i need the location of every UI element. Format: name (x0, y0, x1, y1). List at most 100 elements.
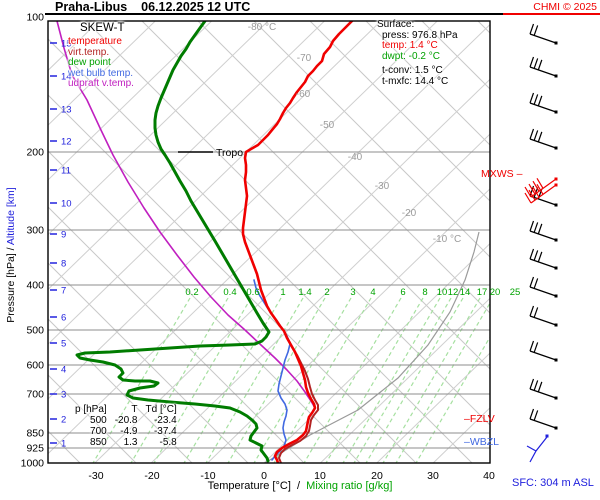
altitude-tick-label: 3 (61, 390, 66, 401)
mixing-ratio-label: 14 (460, 287, 471, 298)
wind-barb (529, 56, 558, 78)
tropopause-marker: Tropo (178, 147, 243, 159)
x-axis-title: Temperature [°C] / Mixing ratio [g/kg] (130, 480, 470, 492)
temperature-tick-label: -30 (88, 470, 103, 482)
isotherm-label: -10 °C (433, 234, 461, 245)
surface-info: Surface: press: 976.8 hPa temp: 1.4 °C d… (377, 19, 458, 87)
altitude-tick-label: 15 (61, 39, 72, 50)
mixing-ratio-label: 6 (400, 287, 405, 298)
title-rule (45, 13, 503, 15)
temperature-axis: -30 -20 -10 0 10 20 30 40 (88, 470, 495, 482)
wind-barb (529, 305, 558, 327)
temperature-tick-label: 0 (261, 470, 267, 482)
pressure-tick-label: 925 (26, 443, 44, 455)
mixing-ratio-label: 1 (280, 287, 285, 298)
credit-label: CHMI © 2025 (533, 1, 597, 13)
mixing-ratio-label: 0.4 (223, 287, 236, 298)
isotherm-label: -30 (375, 181, 390, 192)
altitude-tick-label: 9 (61, 230, 66, 241)
chart-type-label: SKEW-T (80, 22, 125, 34)
wind-barb (529, 340, 558, 362)
mixing-ratio-label: 1.4 (298, 287, 311, 298)
altitude-tick-label: 11 (61, 166, 71, 177)
temperature-tick-label: 40 (483, 470, 495, 482)
wind-barb (529, 276, 558, 298)
altitude-tick-label: 8 (61, 259, 66, 270)
surface-heading: Surface: (377, 19, 415, 30)
moist-adiabat-line (264, 231, 480, 463)
sfc-elevation-label: SFC: 304 m ASL (512, 477, 594, 489)
isotherm-labels: -80 °C -70 -60 -50 -40 -30 -20 -10 °C (248, 22, 461, 245)
wbzl-label: –WBZL (464, 436, 499, 448)
surface-temp: temp: 1.4 °C (382, 40, 438, 51)
mixing-ratio-label: 2 (324, 287, 329, 298)
mixing-ratio-label: 20 (490, 287, 501, 298)
pressure-tick-label: 700 (26, 389, 44, 401)
mxws-label: MXWS – (481, 168, 523, 180)
isotherm-label: -20 (402, 208, 417, 219)
isotherm-label: -50 (320, 120, 335, 131)
pressure-tick-label: 600 (26, 360, 44, 372)
altitude-tick-label: 14 (61, 72, 72, 83)
tropo-label: Tropo (216, 147, 243, 159)
altitude-tick-label: 2 (61, 415, 66, 426)
pressure-tick-label: 300 (26, 225, 44, 237)
mixing-ratio-label: 0.6 (246, 287, 259, 298)
wind-barb (529, 408, 558, 430)
temperature-tick-label: 20 (371, 470, 383, 482)
wind-barb (524, 183, 558, 204)
wind-barb (529, 92, 558, 114)
temperature-tick-label: -20 (144, 470, 159, 482)
pressure-tick-label: 200 (26, 147, 44, 159)
pressure-tick-label: 850 (26, 428, 44, 440)
table-row: 850 1.3 -5.8 (90, 437, 177, 448)
plot-border (47, 20, 491, 464)
y-axis-title: Pressure [hPa] / Altitude [km] (5, 187, 17, 322)
updraft-vtemp-curve (56, 21, 316, 409)
surface-dwpt: dwpt: -0.2 °C (382, 50, 440, 62)
mixing-ratio-label: 8 (422, 287, 427, 298)
legend-item: temperature (68, 36, 122, 47)
wind-barb (529, 220, 558, 242)
wind-barb (529, 128, 558, 150)
mixing-ratio-label: 10 (437, 287, 448, 298)
page-title: Praha-Libus 06.12.2025 12 UTC (55, 0, 251, 14)
legend: temperature virt.temp. dew point wet bul… (68, 36, 134, 90)
title-rule-red (503, 13, 600, 15)
table-row: 500 -20.8 -23.4 (90, 415, 177, 426)
legend-item: wet bulb temp. (68, 67, 134, 79)
mixing-ratio-label: 12 (448, 287, 459, 298)
isotherm-label: -80 °C (248, 22, 276, 33)
mixing-ratio-label: 17 (477, 287, 488, 298)
isotherm-label: -70 (297, 53, 312, 64)
pressure-tick-label: 100 (26, 12, 44, 24)
pressure-axis: 100 200 300 400 500 600 700 850 925 1000 (21, 12, 45, 470)
dew-point-curve (75, 21, 271, 463)
isotherm-label: -60 (296, 89, 311, 100)
mixing-ratio-label: 25 (510, 287, 521, 298)
table-header-row: p [hPa] T Td [°C] (75, 404, 177, 415)
mixing-ratio-labels: 0.2 0.4 0.6 1 1.4 2 3 4 6 8 10 12 14 17 20 25 (185, 287, 520, 298)
surface-tmxfc: t-mxfc: 14.4 °C (382, 75, 449, 87)
wind-barb (529, 248, 558, 270)
altitude-tick-label: 5 (61, 339, 66, 350)
table-row: 700 -4.9 -37.4 (90, 426, 177, 437)
mixing-ratio-label: 4 (370, 287, 375, 298)
wind-barb (529, 23, 558, 45)
pressure-tick-label: 400 (26, 280, 44, 292)
mixing-ratio-label: 0.2 (185, 287, 198, 298)
legend-item: virt.temp. (68, 46, 110, 58)
pressure-tick-label: 500 (26, 325, 44, 337)
altitude-tick-label: 7 (61, 286, 66, 297)
wind-barbs (524, 23, 558, 463)
grid-layer (48, 21, 490, 463)
fzlv-label: –FZLV (464, 413, 495, 425)
legend-item: dew point (68, 57, 111, 68)
temperature-tick-label: 10 (314, 470, 326, 482)
curves-layer (56, 21, 480, 463)
pressure-tick-label: 1000 (21, 458, 45, 470)
temperature-tick-label: -10 (200, 470, 215, 482)
